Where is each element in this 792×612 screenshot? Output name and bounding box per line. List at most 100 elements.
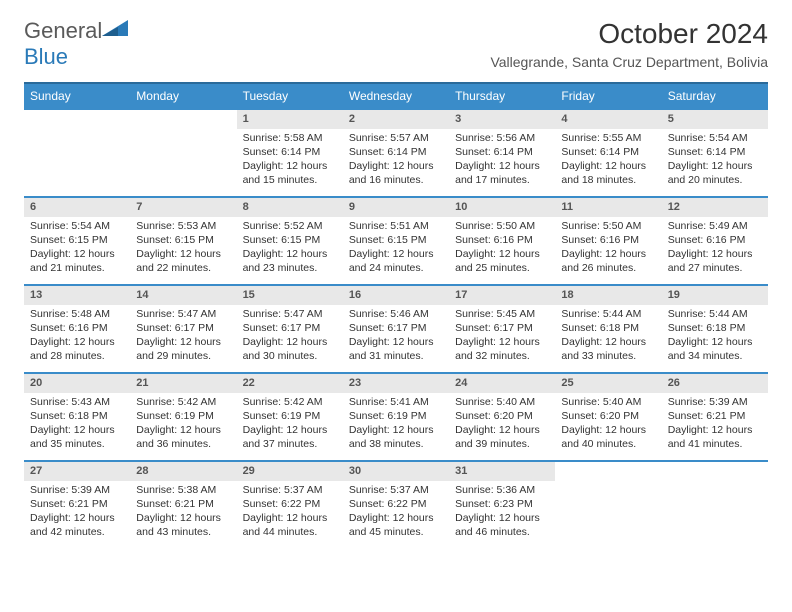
day-daylight1: Daylight: 12 hours — [30, 423, 124, 437]
day-cell: 7Sunrise: 5:53 AMSunset: 6:15 PMDaylight… — [130, 198, 236, 284]
day-daylight1: Daylight: 12 hours — [136, 247, 230, 261]
day-daylight2: and 23 minutes. — [243, 261, 337, 275]
calendar: SundayMondayTuesdayWednesdayThursdayFrid… — [24, 82, 768, 548]
day-sunset: Sunset: 6:15 PM — [243, 233, 337, 247]
week-row: ....1Sunrise: 5:58 AMSunset: 6:14 PMDayl… — [24, 108, 768, 196]
day-daylight1: Daylight: 12 hours — [243, 423, 337, 437]
day-cell: 25Sunrise: 5:40 AMSunset: 6:20 PMDayligh… — [555, 374, 661, 460]
day-daylight1: Daylight: 12 hours — [668, 335, 762, 349]
day-cell: 3Sunrise: 5:56 AMSunset: 6:14 PMDaylight… — [449, 110, 555, 196]
day-sunrise: Sunrise: 5:54 AM — [30, 219, 124, 233]
day-daylight1: Daylight: 12 hours — [561, 159, 655, 173]
logo-text-1: General — [24, 18, 102, 43]
day-details: Sunrise: 5:56 AMSunset: 6:14 PMDaylight:… — [449, 129, 555, 192]
day-cell: .. — [662, 462, 768, 548]
day-cell: 18Sunrise: 5:44 AMSunset: 6:18 PMDayligh… — [555, 286, 661, 372]
weekday-saturday: Saturday — [662, 84, 768, 108]
day-number: 9 — [343, 198, 449, 217]
day-cell: 15Sunrise: 5:47 AMSunset: 6:17 PMDayligh… — [237, 286, 343, 372]
day-sunset: Sunset: 6:15 PM — [349, 233, 443, 247]
day-number: 18 — [555, 286, 661, 305]
day-daylight1: Daylight: 12 hours — [30, 335, 124, 349]
day-daylight2: and 28 minutes. — [30, 349, 124, 363]
day-sunrise: Sunrise: 5:38 AM — [136, 483, 230, 497]
day-cell: 13Sunrise: 5:48 AMSunset: 6:16 PMDayligh… — [24, 286, 130, 372]
day-details: Sunrise: 5:50 AMSunset: 6:16 PMDaylight:… — [449, 217, 555, 280]
day-sunset: Sunset: 6:15 PM — [136, 233, 230, 247]
day-details: Sunrise: 5:39 AMSunset: 6:21 PMDaylight:… — [24, 481, 130, 544]
day-sunset: Sunset: 6:16 PM — [30, 321, 124, 335]
day-daylight2: and 46 minutes. — [455, 525, 549, 539]
day-daylight2: and 18 minutes. — [561, 173, 655, 187]
day-sunset: Sunset: 6:17 PM — [243, 321, 337, 335]
day-number: 6 — [24, 198, 130, 217]
weekday-friday: Friday — [555, 84, 661, 108]
day-sunset: Sunset: 6:19 PM — [136, 409, 230, 423]
day-daylight1: Daylight: 12 hours — [455, 159, 549, 173]
day-sunset: Sunset: 6:23 PM — [455, 497, 549, 511]
day-number: 7 — [130, 198, 236, 217]
title-block: October 2024 Vallegrande, Santa Cruz Dep… — [490, 18, 768, 70]
day-number: 25 — [555, 374, 661, 393]
week-row: 13Sunrise: 5:48 AMSunset: 6:16 PMDayligh… — [24, 284, 768, 372]
weekday-tuesday: Tuesday — [237, 84, 343, 108]
day-sunset: Sunset: 6:22 PM — [349, 497, 443, 511]
day-sunset: Sunset: 6:14 PM — [455, 145, 549, 159]
day-details: Sunrise: 5:50 AMSunset: 6:16 PMDaylight:… — [555, 217, 661, 280]
day-number: 20 — [24, 374, 130, 393]
weekday-monday: Monday — [130, 84, 236, 108]
day-daylight2: and 45 minutes. — [349, 525, 443, 539]
day-number: 12 — [662, 198, 768, 217]
day-cell: 1Sunrise: 5:58 AMSunset: 6:14 PMDaylight… — [237, 110, 343, 196]
day-sunrise: Sunrise: 5:55 AM — [561, 131, 655, 145]
day-sunrise: Sunrise: 5:49 AM — [668, 219, 762, 233]
day-daylight2: and 33 minutes. — [561, 349, 655, 363]
day-daylight1: Daylight: 12 hours — [136, 335, 230, 349]
weekday-thursday: Thursday — [449, 84, 555, 108]
day-cell: 19Sunrise: 5:44 AMSunset: 6:18 PMDayligh… — [662, 286, 768, 372]
day-details: Sunrise: 5:57 AMSunset: 6:14 PMDaylight:… — [343, 129, 449, 192]
day-sunset: Sunset: 6:14 PM — [561, 145, 655, 159]
day-number: 29 — [237, 462, 343, 481]
day-sunrise: Sunrise: 5:45 AM — [455, 307, 549, 321]
day-sunrise: Sunrise: 5:47 AM — [136, 307, 230, 321]
logo-triangle-icon — [102, 18, 128, 38]
day-daylight1: Daylight: 12 hours — [30, 511, 124, 525]
month-title: October 2024 — [490, 18, 768, 50]
day-number: 4 — [555, 110, 661, 129]
day-details: Sunrise: 5:37 AMSunset: 6:22 PMDaylight:… — [343, 481, 449, 544]
day-daylight2: and 37 minutes. — [243, 437, 337, 451]
day-daylight2: and 26 minutes. — [561, 261, 655, 275]
day-cell: 12Sunrise: 5:49 AMSunset: 6:16 PMDayligh… — [662, 198, 768, 284]
day-sunset: Sunset: 6:18 PM — [668, 321, 762, 335]
day-sunrise: Sunrise: 5:42 AM — [243, 395, 337, 409]
day-cell: 9Sunrise: 5:51 AMSunset: 6:15 PMDaylight… — [343, 198, 449, 284]
day-sunrise: Sunrise: 5:36 AM — [455, 483, 549, 497]
day-sunrise: Sunrise: 5:54 AM — [668, 131, 762, 145]
day-cell: 17Sunrise: 5:45 AMSunset: 6:17 PMDayligh… — [449, 286, 555, 372]
week-row: 27Sunrise: 5:39 AMSunset: 6:21 PMDayligh… — [24, 460, 768, 548]
day-sunset: Sunset: 6:14 PM — [243, 145, 337, 159]
day-sunrise: Sunrise: 5:42 AM — [136, 395, 230, 409]
day-details: Sunrise: 5:47 AMSunset: 6:17 PMDaylight:… — [237, 305, 343, 368]
day-details: Sunrise: 5:54 AMSunset: 6:14 PMDaylight:… — [662, 129, 768, 192]
day-sunrise: Sunrise: 5:50 AM — [561, 219, 655, 233]
day-details: Sunrise: 5:46 AMSunset: 6:17 PMDaylight:… — [343, 305, 449, 368]
day-sunrise: Sunrise: 5:37 AM — [349, 483, 443, 497]
weekday-header-row: SundayMondayTuesdayWednesdayThursdayFrid… — [24, 82, 768, 108]
day-sunrise: Sunrise: 5:39 AM — [30, 483, 124, 497]
day-details: Sunrise: 5:42 AMSunset: 6:19 PMDaylight:… — [237, 393, 343, 456]
day-daylight2: and 41 minutes. — [668, 437, 762, 451]
day-daylight1: Daylight: 12 hours — [136, 423, 230, 437]
day-daylight2: and 38 minutes. — [349, 437, 443, 451]
day-sunset: Sunset: 6:18 PM — [561, 321, 655, 335]
day-daylight1: Daylight: 12 hours — [561, 247, 655, 261]
day-daylight2: and 15 minutes. — [243, 173, 337, 187]
day-number: 8 — [237, 198, 343, 217]
day-daylight2: and 30 minutes. — [243, 349, 337, 363]
day-cell: 6Sunrise: 5:54 AMSunset: 6:15 PMDaylight… — [24, 198, 130, 284]
day-details: Sunrise: 5:38 AMSunset: 6:21 PMDaylight:… — [130, 481, 236, 544]
day-cell: 24Sunrise: 5:40 AMSunset: 6:20 PMDayligh… — [449, 374, 555, 460]
day-cell: .. — [130, 110, 236, 196]
day-sunrise: Sunrise: 5:40 AM — [455, 395, 549, 409]
